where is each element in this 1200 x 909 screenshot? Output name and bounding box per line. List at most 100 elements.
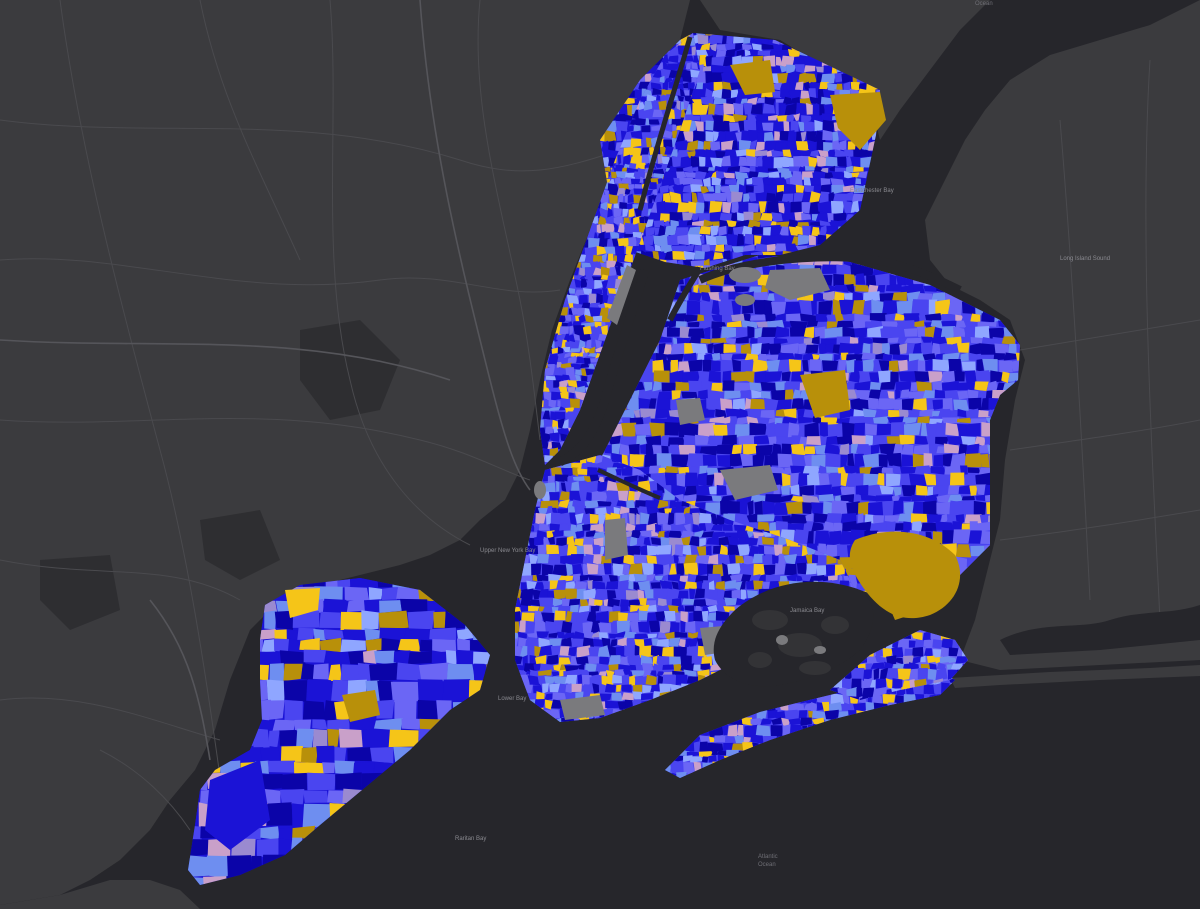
census-tract[interactable] bbox=[600, 201, 608, 211]
census-tract[interactable] bbox=[887, 337, 899, 343]
census-tract[interactable] bbox=[802, 465, 821, 476]
census-tract[interactable] bbox=[557, 400, 561, 408]
census-tract[interactable] bbox=[721, 71, 733, 85]
census-tract[interactable] bbox=[687, 82, 696, 90]
census-tract[interactable] bbox=[806, 131, 817, 142]
census-tract[interactable] bbox=[677, 95, 685, 102]
census-tract[interactable] bbox=[633, 554, 648, 564]
census-tract[interactable] bbox=[693, 49, 709, 56]
census-tract[interactable] bbox=[731, 191, 743, 203]
census-tract[interactable] bbox=[836, 544, 850, 559]
census-tract[interactable] bbox=[712, 545, 723, 554]
census-tract[interactable] bbox=[762, 555, 772, 565]
census-tract[interactable] bbox=[893, 443, 903, 454]
census-tract[interactable] bbox=[638, 475, 644, 483]
census-tract[interactable] bbox=[683, 250, 696, 260]
census-tract[interactable] bbox=[563, 530, 577, 539]
census-tract[interactable] bbox=[784, 389, 796, 400]
census-tract[interactable] bbox=[660, 244, 674, 254]
census-tract[interactable] bbox=[784, 103, 797, 116]
census-tract[interactable] bbox=[767, 343, 783, 355]
census-tract[interactable] bbox=[844, 170, 853, 180]
census-tract[interactable] bbox=[923, 285, 938, 292]
census-tract[interactable] bbox=[844, 149, 856, 157]
census-tract[interactable] bbox=[636, 536, 646, 547]
census-tract[interactable] bbox=[826, 314, 837, 322]
census-tract[interactable] bbox=[896, 275, 907, 286]
census-tract[interactable] bbox=[671, 544, 676, 556]
census-tract[interactable] bbox=[562, 418, 570, 429]
census-tract[interactable] bbox=[826, 513, 842, 523]
census-tract[interactable] bbox=[935, 521, 954, 531]
census-tract[interactable] bbox=[588, 597, 596, 607]
census-tract[interactable] bbox=[672, 251, 686, 260]
census-tract[interactable] bbox=[823, 142, 833, 152]
census-tract[interactable] bbox=[899, 466, 918, 475]
census-tract[interactable] bbox=[703, 219, 713, 227]
census-tract[interactable] bbox=[698, 422, 715, 438]
census-tract[interactable] bbox=[788, 359, 802, 372]
census-tract[interactable] bbox=[911, 521, 924, 533]
census-tract[interactable] bbox=[982, 358, 998, 373]
census-tract[interactable] bbox=[819, 225, 828, 237]
census-tract[interactable] bbox=[932, 358, 951, 372]
census-tract[interactable] bbox=[602, 288, 608, 296]
census-tract[interactable] bbox=[601, 280, 609, 290]
census-tract[interactable] bbox=[568, 307, 573, 316]
census-tract[interactable] bbox=[645, 137, 653, 148]
census-tract[interactable] bbox=[725, 49, 736, 57]
census-tract[interactable] bbox=[537, 553, 550, 564]
census-tract[interactable] bbox=[708, 291, 722, 302]
census-tract[interactable] bbox=[799, 149, 812, 158]
census-tract[interactable] bbox=[794, 64, 806, 74]
census-tract[interactable] bbox=[855, 484, 869, 496]
census-tract[interactable] bbox=[816, 565, 827, 577]
census-tract[interactable] bbox=[710, 170, 718, 179]
census-tract[interactable] bbox=[570, 481, 580, 493]
census-tract[interactable] bbox=[641, 125, 651, 133]
census-tract[interactable] bbox=[712, 326, 722, 339]
census-tract[interactable] bbox=[686, 453, 703, 468]
census-tract[interactable] bbox=[678, 219, 688, 227]
census-tract[interactable] bbox=[538, 523, 550, 531]
census-tract[interactable] bbox=[597, 563, 606, 576]
census-tract[interactable] bbox=[801, 544, 809, 557]
census-tract[interactable] bbox=[540, 419, 545, 428]
census-tract[interactable] bbox=[769, 521, 777, 531]
census-tract[interactable] bbox=[803, 326, 815, 339]
census-tract[interactable] bbox=[588, 346, 596, 354]
census-tract[interactable] bbox=[804, 185, 815, 194]
census-tract[interactable] bbox=[568, 334, 576, 343]
census-tract[interactable] bbox=[647, 604, 657, 612]
census-tract[interactable] bbox=[864, 514, 875, 524]
census-tract[interactable] bbox=[653, 173, 664, 179]
census-tract[interactable] bbox=[947, 485, 961, 495]
census-tract[interactable] bbox=[996, 382, 1005, 391]
census-tract[interactable] bbox=[721, 140, 735, 151]
census-tract[interactable] bbox=[706, 474, 715, 486]
census-tract[interactable] bbox=[779, 575, 788, 583]
census-tract[interactable] bbox=[644, 162, 651, 169]
census-tract[interactable] bbox=[935, 299, 951, 316]
census-tract[interactable] bbox=[819, 81, 829, 90]
census-tract[interactable] bbox=[733, 102, 744, 116]
census-tract[interactable] bbox=[552, 530, 564, 538]
census-tract[interactable] bbox=[683, 523, 691, 533]
census-tract[interactable] bbox=[633, 188, 644, 195]
census-tract[interactable] bbox=[709, 416, 725, 424]
census-tract[interactable] bbox=[806, 531, 814, 547]
census-tract[interactable] bbox=[853, 149, 868, 158]
census-tract[interactable] bbox=[670, 507, 686, 515]
census-tract[interactable] bbox=[706, 545, 712, 556]
census-tract[interactable] bbox=[827, 83, 839, 92]
census-tract[interactable] bbox=[850, 398, 861, 411]
census-tract[interactable] bbox=[649, 110, 655, 119]
census-tract[interactable] bbox=[703, 326, 711, 340]
census-tract[interactable] bbox=[656, 200, 666, 215]
census-tract[interactable] bbox=[569, 490, 582, 502]
census-tract[interactable] bbox=[738, 536, 747, 547]
census-tract[interactable] bbox=[758, 544, 766, 557]
census-tract[interactable] bbox=[561, 339, 567, 350]
census-tract[interactable] bbox=[747, 219, 761, 228]
census-tract[interactable] bbox=[643, 100, 653, 111]
